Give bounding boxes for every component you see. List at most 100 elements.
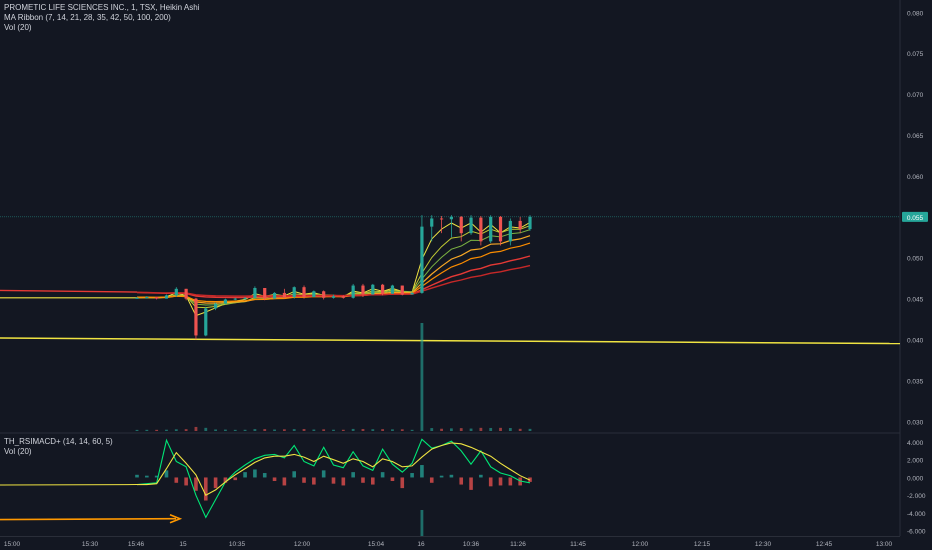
volume-bar: [243, 429, 247, 431]
sub-volume-label[interactable]: Vol (20): [4, 447, 32, 456]
price-tick-label: 0.070: [907, 92, 924, 99]
volume-label[interactable]: Vol (20): [4, 23, 32, 32]
candle-body: [371, 284, 375, 295]
histogram-bar: [439, 475, 444, 478]
histogram-bar: [410, 473, 414, 478]
time-tick-label: 15:04: [368, 541, 385, 548]
histogram-bar: [164, 470, 169, 478]
histogram-bar: [233, 477, 238, 481]
volume-bar: [214, 429, 217, 431]
candle-body: [214, 303, 218, 309]
indicator-tick-label: 0.000: [907, 475, 924, 482]
candle-body: [420, 226, 424, 293]
candle-body: [479, 217, 483, 242]
volume-bar: [499, 427, 502, 431]
histogram-bar: [243, 472, 247, 478]
candle-body: [145, 297, 149, 298]
last-price-tag: [902, 211, 928, 222]
candle-body: [459, 216, 463, 234]
histogram-bar: [203, 477, 208, 501]
volume-bar: [273, 429, 276, 431]
last-price-label: 0.055: [907, 215, 924, 222]
time-tick-label: 15:30: [82, 541, 99, 548]
candle-body: [253, 288, 257, 298]
volume-bar: [184, 429, 188, 431]
candle-body: [312, 291, 316, 297]
candle-body: [381, 284, 385, 294]
volume-bar: [391, 429, 394, 431]
volume-bar: [263, 429, 267, 431]
histogram-bar: [321, 470, 326, 478]
volume-bar: [361, 429, 365, 431]
time-tick-label: 12:45: [816, 541, 833, 548]
histogram-bar: [429, 477, 434, 483]
time-tick-label: 15:46: [128, 541, 145, 548]
volume-bar: [351, 428, 355, 431]
volume-bar: [332, 429, 335, 431]
volume-bar: [489, 427, 493, 431]
indicator-tick-label: 2.000: [907, 458, 924, 465]
time-tick-label: 12:00: [632, 541, 649, 548]
volume-bar: [518, 428, 522, 431]
candle-body: [135, 297, 139, 299]
volume-bar: [165, 429, 168, 431]
ma-slow-line-left: [0, 289, 138, 293]
price-tick-label: 0.060: [907, 174, 924, 181]
candle-body: [322, 291, 326, 298]
histogram-bar: [145, 475, 149, 478]
volume-bar: [430, 428, 434, 431]
indicator-series-line-1: [137, 442, 531, 496]
time-tick-label: 12:30: [755, 541, 772, 548]
indicator-tick-label: -6.000: [907, 529, 926, 536]
sub-legend: TH_RSIMACD+ (14, 14, 60, 5) Vol (20): [4, 437, 113, 457]
candle-body: [184, 288, 188, 299]
volume-bar: [204, 427, 208, 431]
indicator-tick-label: -4.000: [907, 511, 926, 518]
time-tick-label: 13:00: [876, 541, 893, 548]
sub-volume-bar: [420, 510, 424, 536]
histogram-bar: [253, 469, 257, 478]
annotation-arrow-head: [169, 513, 183, 524]
volume-bar: [508, 428, 512, 431]
time-tick-label: 16: [417, 541, 425, 548]
volume-bar: [371, 429, 375, 431]
price-tick-label: 0.035: [907, 378, 924, 385]
volume-bar: [224, 429, 227, 431]
indicator-title[interactable]: TH_RSIMACD+ (14, 14, 60, 5): [4, 437, 113, 446]
histogram-bar: [282, 477, 287, 486]
histogram-bar: [390, 477, 395, 482]
histogram-bar: [479, 474, 483, 478]
histogram-bar: [351, 472, 355, 478]
volume-bar: [302, 429, 306, 431]
symbol-title[interactable]: PROMETIC LIFE SCIENCES INC., 1, TSX, Hei…: [4, 3, 200, 12]
histogram-bar: [361, 477, 365, 483]
volume-bar: [135, 429, 139, 431]
histogram-bar: [135, 474, 139, 478]
price-tick-label: 0.080: [907, 10, 924, 17]
candle-body: [155, 297, 159, 299]
candle-body: [331, 296, 336, 298]
volume-bar: [341, 429, 345, 431]
volume-bar: [459, 428, 463, 431]
candle-body: [263, 288, 267, 299]
volume-bar: [233, 429, 237, 431]
candle-body: [469, 217, 473, 234]
indicator-series-line-0: [136, 438, 531, 519]
candle-body: [174, 288, 178, 296]
time-tick-label: 11:45: [570, 541, 586, 548]
volume-bar: [312, 429, 316, 431]
histogram-bar: [498, 477, 503, 486]
price-tick-label: 0.075: [907, 51, 924, 58]
time-tick-label: 10:36: [463, 541, 480, 548]
candle-body: [194, 298, 198, 336]
histogram-bar: [420, 465, 424, 478]
candle-body: [498, 216, 503, 242]
price-tick-label: 0.030: [907, 419, 924, 426]
candle-body: [508, 220, 512, 242]
candle-body: [272, 292, 277, 299]
ma-ribbon-label[interactable]: MA Ribbon (7, 14, 21, 28, 35, 42, 50, 10…: [4, 13, 171, 22]
histogram-bar: [262, 473, 267, 478]
volume-bar: [528, 428, 532, 431]
